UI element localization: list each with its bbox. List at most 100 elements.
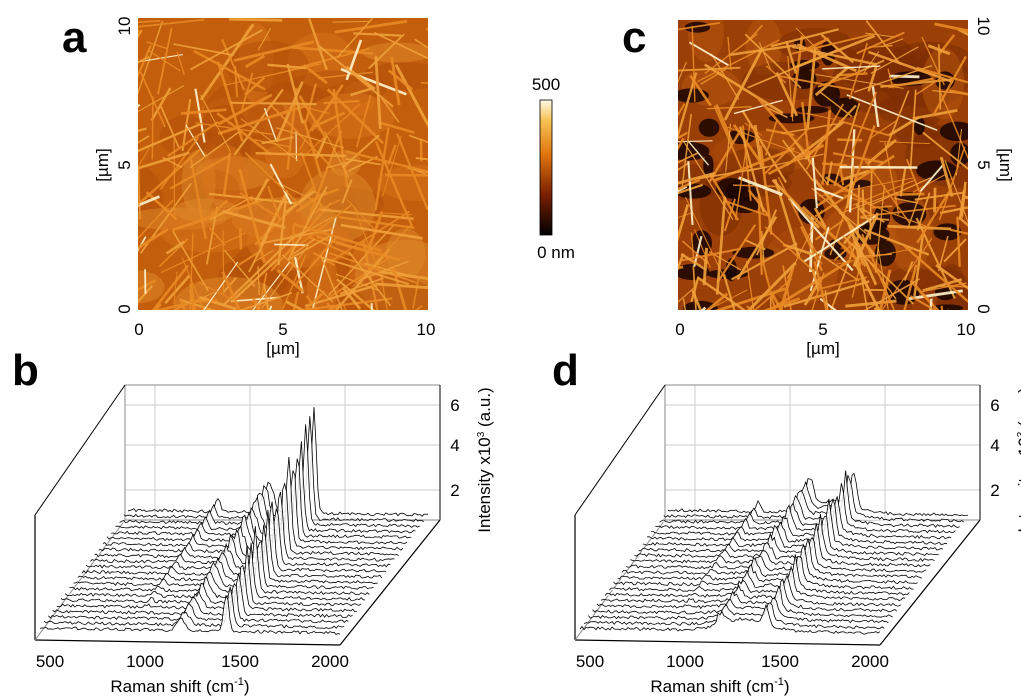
- afm-fiber: [330, 210, 411, 262]
- x-axis-label-text: Raman shift (cm: [110, 677, 234, 696]
- afm-fiber: [960, 181, 967, 218]
- spectrum-trace: [123, 416, 424, 522]
- x-tick-label: 500: [36, 652, 64, 671]
- afm-fiber: [172, 230, 209, 292]
- afm-fiber: [696, 276, 746, 310]
- afm-fiber: [286, 63, 304, 124]
- afm-fiber: [678, 178, 701, 191]
- z-axis-label-end: (a.u.): [1015, 387, 1021, 431]
- afm-fiber: [745, 24, 764, 44]
- afm-fiber: [420, 81, 428, 84]
- afm-fiber: [702, 247, 709, 286]
- afm-fiber: [745, 260, 755, 310]
- afm-fiber: [159, 137, 199, 191]
- afm-fiber: [334, 19, 408, 34]
- afm-fiber: [868, 50, 954, 84]
- afm-fiber: [865, 32, 896, 38]
- afm-fiber: [678, 204, 690, 241]
- afm-fiber: [327, 224, 395, 297]
- afm-fiber: [906, 289, 963, 301]
- afm-fiber: [146, 41, 169, 50]
- z-axis-label-exp: 3: [476, 431, 487, 437]
- afm-fiber: [200, 94, 231, 152]
- afm-fiber: [938, 146, 966, 221]
- afm-fiber: [713, 105, 743, 169]
- afm-fiber: [848, 42, 869, 100]
- spectrum-trace: [642, 498, 943, 551]
- afm-fiber: [244, 76, 266, 97]
- panel-label: d: [552, 346, 579, 395]
- afm-fiber: [165, 240, 186, 255]
- afm-fiber: [326, 159, 356, 169]
- afm-fiber: [837, 247, 915, 265]
- afm-fiber: [914, 191, 965, 201]
- afm-fiber: [341, 286, 362, 310]
- afm-fiber: [833, 102, 861, 187]
- spectrum-trace: [73, 541, 374, 590]
- afm-fiber: [771, 178, 821, 229]
- afm-fiber: [138, 103, 141, 108]
- afm-fiber: [291, 46, 374, 55]
- afm-fiber: [326, 88, 385, 145]
- afm-patch: [877, 96, 917, 123]
- afm-fiber: [189, 232, 194, 310]
- afm-fiber: [725, 123, 732, 173]
- afm-fiber: [308, 18, 328, 71]
- afm-fiber: [147, 49, 181, 72]
- afm-fiber: [678, 253, 685, 271]
- afm-fiber: [195, 122, 274, 136]
- afm-fiber: [151, 264, 190, 310]
- afm-fiber: [145, 191, 178, 221]
- afm-fiber: [787, 197, 854, 272]
- afm-fiber: [681, 113, 692, 190]
- afm-fiber: [244, 152, 304, 209]
- x-tick-label: 1000: [666, 652, 704, 671]
- afm-fiber: [154, 303, 162, 310]
- afm-fiber: [722, 274, 736, 310]
- afm-fiber: [856, 184, 861, 241]
- afm-fiber: [381, 212, 412, 216]
- afm-fiber: [138, 285, 154, 304]
- afm-hole: [703, 154, 714, 177]
- afm-fiber: [382, 135, 402, 197]
- x-axis-label-end: ): [784, 677, 790, 696]
- afm-fiber: [787, 55, 794, 122]
- afm-fiber: [248, 234, 269, 273]
- spectrum-trace: [60, 544, 362, 607]
- afm-fiber: [766, 106, 788, 119]
- x-axis-label: [µm]: [806, 339, 839, 358]
- afm-fiber: [208, 226, 226, 246]
- afm-fiber: [138, 29, 143, 39]
- afm-fiber: [181, 257, 205, 310]
- colorbar-min: 0 nm: [537, 243, 575, 262]
- spectrum-trace: [106, 470, 408, 545]
- afm-fiber: [708, 128, 743, 183]
- afm-fiber: [843, 194, 930, 229]
- afm-fiber: [138, 148, 201, 206]
- afm-fiber: [690, 276, 700, 303]
- afm-fiber: [914, 78, 940, 97]
- afm-fiber: [160, 106, 180, 149]
- afm-fiber: [821, 162, 847, 167]
- afm-fiber: [958, 189, 965, 220]
- afm-fiber: [257, 266, 260, 295]
- afm-fiber: [680, 252, 707, 271]
- afm-fiber: [927, 44, 951, 56]
- afm-fiber: [806, 37, 830, 51]
- x-tick-label: 5: [818, 320, 827, 339]
- afm-fiber: [871, 205, 893, 209]
- afm-fiber: [697, 39, 780, 83]
- afm-fiber: [888, 77, 934, 89]
- afm-fiber: [703, 63, 784, 115]
- z-tick-label: 4: [990, 436, 999, 455]
- afm-fiber: [335, 241, 401, 262]
- y-axis-label: [µm]: [996, 148, 1015, 181]
- spectrum-trace: [115, 441, 416, 534]
- afm-fiber: [303, 290, 326, 310]
- afm-fiber: [909, 89, 917, 170]
- afm-fiber: [811, 268, 820, 292]
- afm-fiber: [933, 187, 937, 213]
- afm-fiber: [281, 254, 307, 310]
- afm-fiber: [846, 94, 938, 132]
- afm-fiber: [678, 72, 698, 140]
